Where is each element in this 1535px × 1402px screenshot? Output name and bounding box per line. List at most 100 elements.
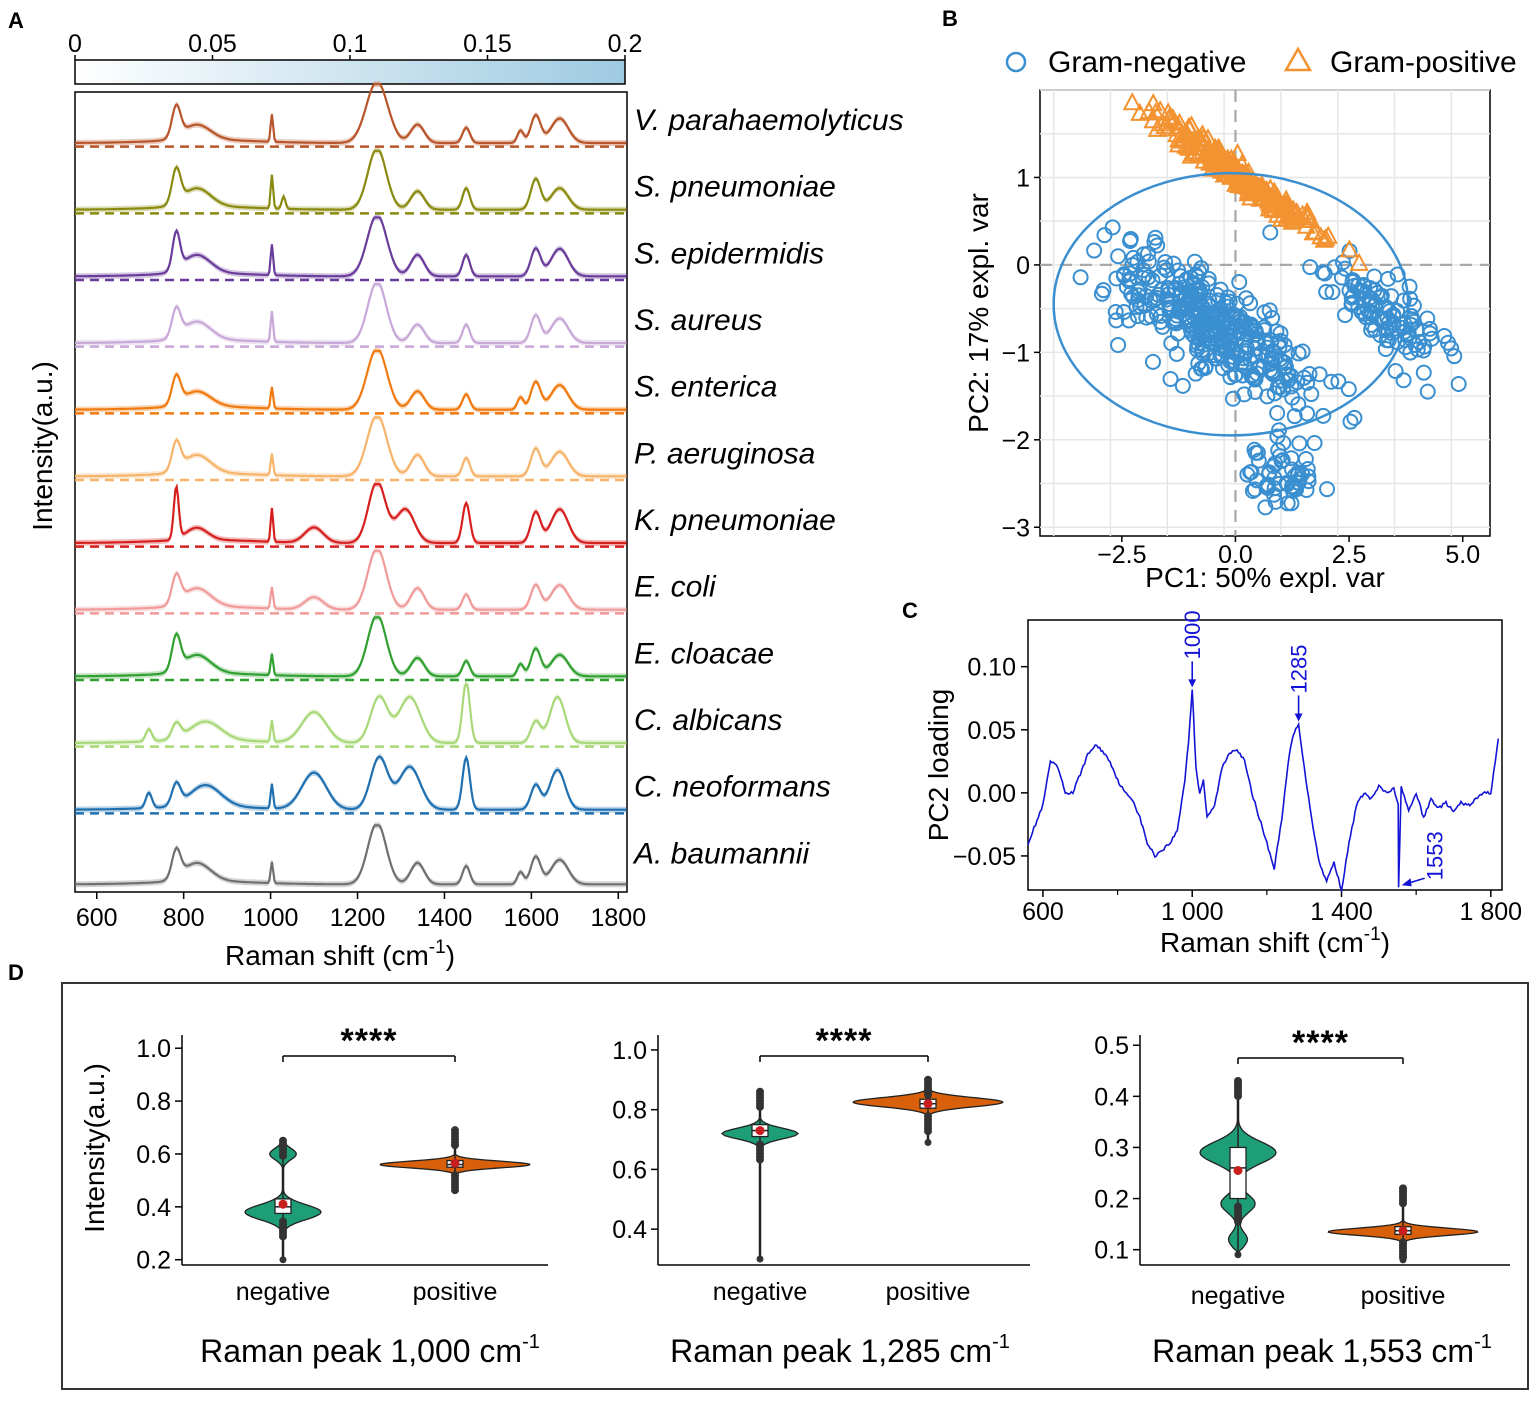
colorbar-tick-label: 0.2	[608, 30, 643, 58]
a-y-axis-title: Intensity(a.u.)	[27, 361, 58, 531]
point-gram-negative	[1269, 405, 1286, 422]
species-label: E. cloacae	[634, 637, 774, 670]
spectra-frame	[74, 91, 628, 893]
point-gram-positive	[1214, 159, 1234, 179]
spectrum-line	[75, 824, 627, 886]
spectrum-k-pneumoniae: K. pneumoniae	[75, 481, 836, 548]
point-gram-negative	[1271, 448, 1288, 465]
point-gram-negative	[1330, 373, 1347, 390]
point-gram-negative	[1443, 340, 1460, 357]
point-gram-positive	[1173, 128, 1193, 147]
point-gram-negative	[1158, 262, 1175, 279]
legend-gram-positive: Gram-positive	[1330, 46, 1517, 79]
panel-d-violins: 0.2 0.4 0.6 0.8 1.0 negative positive **** Raman…	[61, 982, 1529, 1390]
b-y-tick-label: −3	[1001, 514, 1030, 542]
annotation-label: 1553	[1423, 831, 1448, 880]
point-gram-positive	[1164, 110, 1184, 130]
point-gram-negative	[1238, 290, 1255, 307]
spectrum-e-coli: E. coli	[75, 547, 717, 615]
cluster-gram-negative	[1239, 422, 1336, 516]
point-gram-negative	[1340, 381, 1357, 398]
point-gram-negative	[1225, 306, 1242, 323]
significance-stars: ****	[1292, 1024, 1349, 1062]
colorbar-tick-label: 0	[68, 30, 82, 58]
b-x-axis-title: PC1: 50% expl. var	[1145, 562, 1385, 593]
point-gram-negative	[1135, 246, 1152, 263]
point-gram-negative	[1271, 475, 1288, 492]
point-gram-positive	[1349, 252, 1369, 271]
spectrum-band	[75, 214, 627, 280]
point-gram-negative	[1299, 405, 1316, 422]
point-gram-negative	[1229, 308, 1246, 325]
d-y-tick-label: 0.8	[136, 1088, 171, 1116]
colorbar	[74, 59, 626, 85]
point-gram-negative	[1108, 312, 1125, 329]
point-gram-negative	[1283, 495, 1300, 512]
point-gram-negative	[1201, 292, 1218, 309]
b-y-tick-label: 0	[1016, 252, 1030, 280]
point-gram-negative	[1157, 254, 1174, 271]
point-gram-negative	[1125, 249, 1142, 266]
d-y-tick-label: 0.4	[612, 1216, 647, 1244]
point-gram-negative	[1366, 321, 1383, 338]
panel-letter-d: D	[8, 960, 24, 985]
spectrum-band	[75, 547, 627, 613]
species-label: C. neoformans	[634, 771, 831, 804]
spectrum-s-epidermidis: S. epidermidis	[75, 214, 824, 282]
spectrum-band	[75, 147, 627, 213]
point-gram-negative	[1361, 296, 1378, 313]
x-tick-label: 600	[76, 904, 118, 932]
point-gram-positive	[1143, 110, 1163, 129]
d-y-tick-label: 0.4	[1094, 1083, 1129, 1111]
species-label: V. parahaemolyticus	[634, 104, 904, 137]
point-gram-negative	[1129, 308, 1146, 325]
violin-panel-3: 0.1 0.2 0.3 0.4 0.5 negative positive **** Raman…	[1094, 1024, 1510, 1369]
point-gram-negative	[1169, 307, 1186, 324]
point-gram-positive	[1153, 113, 1173, 132]
annotation-arrowhead	[1294, 713, 1303, 722]
b-grid	[1040, 89, 1490, 536]
spectrum-line	[75, 549, 627, 611]
point-gram-negative	[1160, 280, 1177, 297]
panel-c-loading: 600 1 000 1 400 1 800 −0.05 0.00 0.05 0.10 1000…	[923, 610, 1522, 958]
point-gram-negative	[1249, 365, 1266, 382]
point-gram-negative	[1402, 290, 1419, 307]
species-label: E. coli	[634, 571, 717, 604]
spectrum-e-cloacae: E. cloacae	[75, 614, 774, 682]
mean-point	[450, 1158, 460, 1168]
point-gram-positive	[1339, 239, 1359, 258]
point-gram-negative	[1415, 364, 1432, 381]
c-x-tick-label: 1 800	[1460, 898, 1523, 926]
point-gram-negative	[1244, 482, 1261, 499]
outlier-point	[451, 1141, 459, 1150]
point-gram-negative	[1128, 299, 1145, 316]
spectrum-line	[75, 682, 627, 745]
point-gram-negative	[1182, 286, 1199, 303]
point-gram-negative	[1093, 285, 1110, 302]
point-gram-positive	[1200, 143, 1220, 162]
annotation-arrowhead	[1401, 878, 1412, 887]
point-gram-negative	[1372, 288, 1389, 305]
spectrum-a-baumannii: A. baumannii	[75, 822, 810, 888]
point-gram-positive	[1169, 112, 1190, 131]
outlier-point	[1234, 1092, 1242, 1100]
point-gram-negative	[1086, 242, 1103, 259]
category-label: negative	[1191, 1282, 1286, 1310]
point-gram-negative	[1383, 288, 1400, 305]
caption-text: Raman peak 1,553 cm	[1152, 1333, 1474, 1369]
spectrum-line	[75, 149, 627, 211]
point-gram-negative	[1250, 359, 1267, 376]
spectrum-s-enterica: S. enterica	[75, 347, 777, 415]
b-x-tick-label: 2.5	[1332, 541, 1367, 569]
point-gram-negative	[1283, 450, 1300, 467]
species-label: A. baumannii	[632, 837, 810, 870]
c-plot-frame	[1027, 619, 1503, 891]
x-tick-label: 1600	[504, 904, 560, 932]
d-y-tick-label: 0.8	[612, 1097, 647, 1125]
point-gram-negative	[1231, 274, 1248, 291]
outlier-point	[1234, 1251, 1242, 1259]
category-label: positive	[1361, 1282, 1446, 1310]
caption-superscript: -1	[992, 1331, 1010, 1353]
a-x-axis-title: Raman shift (cm-1)	[225, 937, 455, 971]
panel-letter-c: C	[902, 598, 918, 623]
